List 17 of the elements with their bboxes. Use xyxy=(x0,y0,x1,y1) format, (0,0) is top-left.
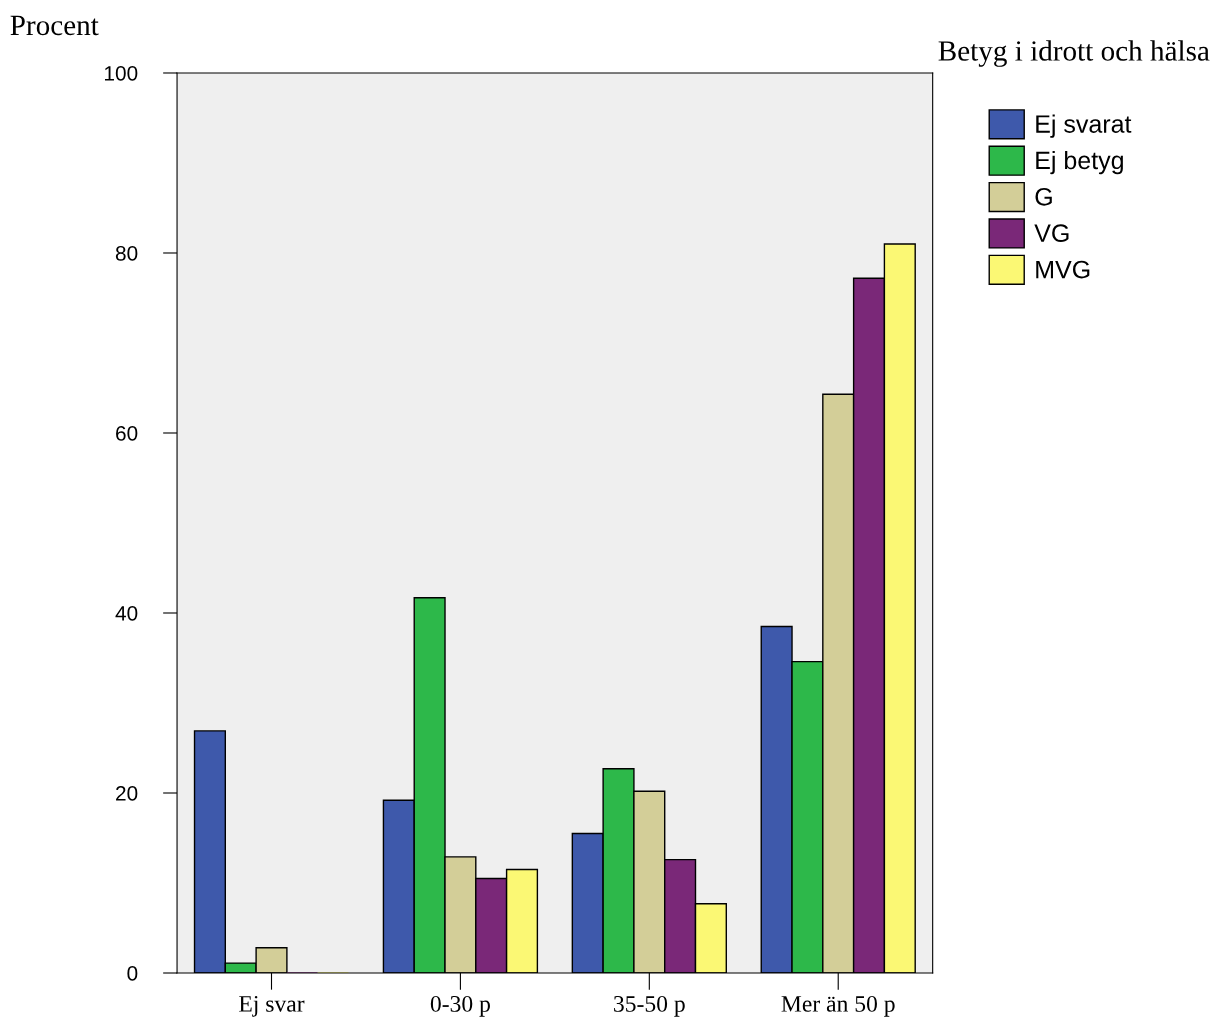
legend-label: G xyxy=(1035,187,1052,206)
y-tick-label: 20 xyxy=(116,786,138,801)
x-tick-label: Mer än 50 p xyxy=(781,995,895,1017)
y-tick-label: 0 xyxy=(127,966,138,981)
legend-label: MVG xyxy=(1036,260,1090,279)
legend-label: Ej svarat xyxy=(1036,114,1132,138)
y-tick-label: 40 xyxy=(115,606,138,621)
legend-label: VG xyxy=(1034,224,1069,242)
x-tick-label: Ej svar xyxy=(239,995,305,1017)
legend-title: Betyg i idrott och hälsa xyxy=(938,40,1210,67)
x-tick-label: 35-50 p xyxy=(614,995,685,1017)
y-tick-label: 80 xyxy=(115,245,138,261)
x-tick-label: 0-30 p xyxy=(430,995,490,1017)
y-tick-label: 100 xyxy=(104,65,138,81)
y-axis-title: Procent xyxy=(10,15,99,36)
legend-label: Ej betyg xyxy=(1036,150,1123,175)
y-tick-label: 60 xyxy=(116,425,138,441)
